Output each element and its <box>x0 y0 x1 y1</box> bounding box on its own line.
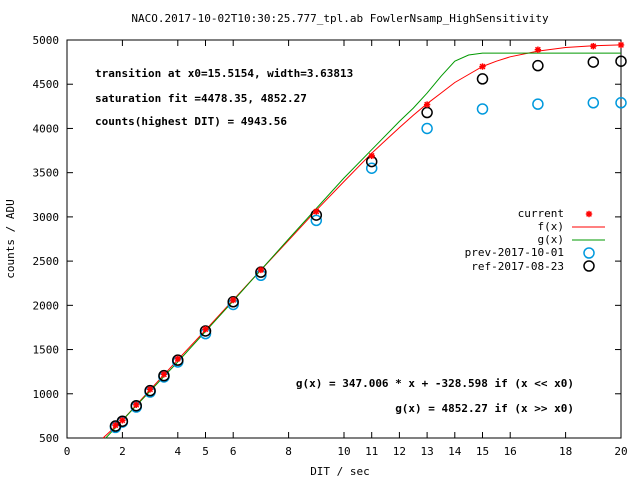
point-current <box>160 371 168 378</box>
point-current <box>479 63 486 70</box>
legend-label-f: f(x) <box>538 220 565 233</box>
x-axis-ticks: 0 2 4 6 8 10 12 14 16 18 20 5 11 13 15 <box>64 40 628 458</box>
point-current <box>119 417 126 424</box>
point-prev <box>615 97 627 109</box>
point-ref <box>130 399 142 412</box>
point-prev <box>365 162 378 174</box>
annotation-g-saturated: g(x) = 4852.27 if (x >> x0) <box>395 402 574 415</box>
y-tick-label: 3000 <box>33 211 60 224</box>
x-tick-label: 0 <box>64 445 71 458</box>
x-tick-label: 16 <box>504 445 517 458</box>
point-prev <box>476 103 489 115</box>
legend-marker-prev <box>583 247 595 259</box>
point-current <box>230 296 237 304</box>
y-tick-label: 1500 <box>33 344 60 357</box>
chart-title: NACO.2017-10-02T10:30:25.777_tpl.ab Fowl… <box>131 12 549 25</box>
x-tick-label: 15 <box>476 445 489 458</box>
point-prev <box>310 214 323 227</box>
point-ref <box>144 384 156 397</box>
point-current <box>133 401 140 409</box>
point-ref <box>587 56 600 68</box>
point-current <box>146 386 154 393</box>
point-prev <box>532 98 544 110</box>
point-prev <box>587 97 600 109</box>
point-current <box>368 152 375 160</box>
data-points <box>109 41 627 434</box>
x-tick-label: 20 <box>614 445 627 458</box>
legend-marker-current <box>585 210 593 218</box>
x-tick-label: 6 <box>230 445 237 458</box>
point-ref <box>615 55 627 67</box>
y-tick-label: 4000 <box>33 122 60 135</box>
point-current <box>313 208 320 215</box>
y-tick-label: 2000 <box>33 299 60 312</box>
y-tick-label: 500 <box>39 432 59 445</box>
y-tick-label: 4500 <box>33 78 60 91</box>
y-tick-label: 5000 <box>33 34 60 47</box>
point-current <box>590 42 597 50</box>
x-tick-label: 8 <box>285 445 292 458</box>
y-axis-label: counts / ADU <box>4 199 17 278</box>
x-tick-label: 2 <box>119 445 126 458</box>
annotation-g-linear: g(x) = 347.006 * x + -328.598 if (x << x… <box>296 377 574 390</box>
x-tick-label: 11 <box>365 445 378 458</box>
point-ref <box>476 73 489 85</box>
y-axis-ticks: 500 1000 1500 2000 2500 3000 3500 4000 4500 5000 <box>33 34 621 445</box>
point-current <box>257 266 265 274</box>
legend-label-current: current <box>518 207 564 220</box>
x-tick-label: 14 <box>448 445 462 458</box>
point-current <box>112 421 119 429</box>
point-ref <box>421 106 433 119</box>
point-current <box>534 46 542 53</box>
point-ref <box>199 325 212 337</box>
x-axis-label: DIT / sec <box>310 465 370 478</box>
legend-marker-ref <box>583 260 595 272</box>
annotation-transition: transition at x0=15.5154, width=3.63813 <box>95 67 353 80</box>
legend: current f(x) g(x) prev-2017-10-01 ref-20… <box>465 207 605 273</box>
point-current <box>423 101 431 108</box>
x-tick-label: 18 <box>559 445 572 458</box>
x-tick-label: 5 <box>202 445 209 458</box>
point-current <box>202 326 209 333</box>
y-tick-label: 2500 <box>33 255 60 268</box>
point-current <box>174 355 181 363</box>
x-tick-label: 13 <box>420 445 433 458</box>
point-ref <box>172 354 184 366</box>
point-current <box>617 41 625 49</box>
point-ref <box>532 59 544 72</box>
annotation-saturation: saturation fit =4478.35, 4852.27 <box>95 92 307 105</box>
x-tick-label: 12 <box>393 445 406 458</box>
legend-star <box>585 210 593 218</box>
point-ref <box>116 415 129 427</box>
point-prev <box>421 122 433 135</box>
annotation-counts: counts(highest DIT) = 4943.56 <box>95 115 287 128</box>
x-tick-label: 4 <box>174 445 181 458</box>
series-line-g <box>105 52 621 439</box>
y-tick-label: 3500 <box>33 167 60 180</box>
point-ref <box>158 369 170 382</box>
point-ref <box>227 296 239 308</box>
legend-label-g: g(x) <box>538 233 565 246</box>
legend-label-ref: ref-2017-08-23 <box>471 260 564 273</box>
x-tick-label: 10 <box>337 445 350 458</box>
y-tick-label: 1000 <box>33 388 60 401</box>
legend-label-prev: prev-2017-10-01 <box>465 246 564 259</box>
